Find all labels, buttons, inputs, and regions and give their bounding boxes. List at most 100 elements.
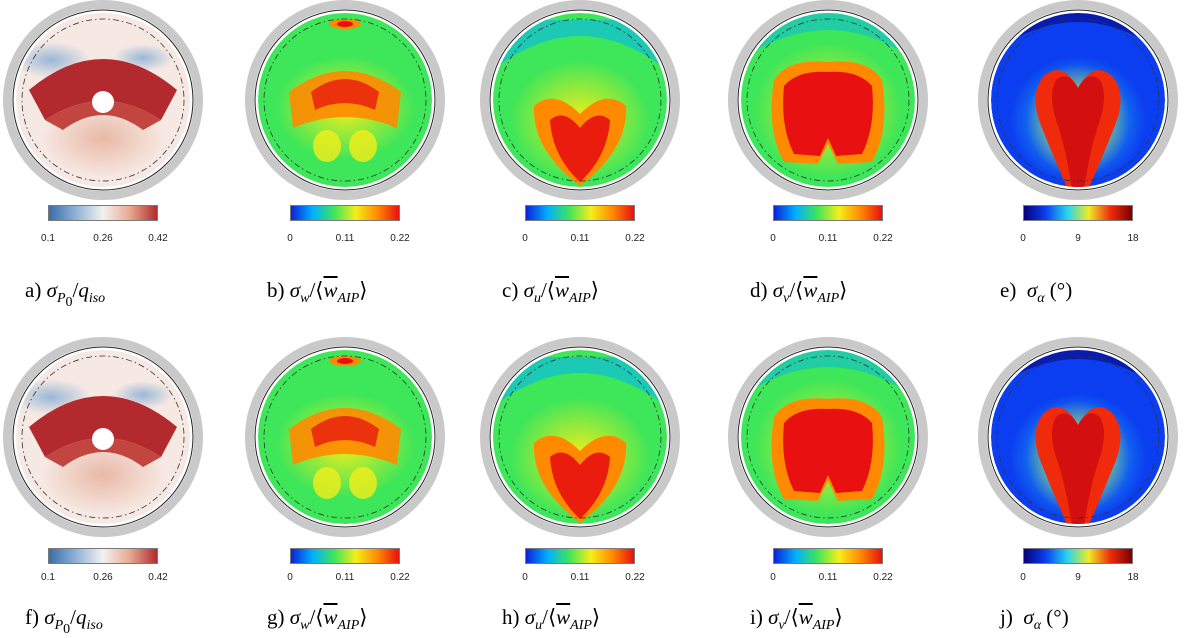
panel-caption-f: f) σP0/qiso [25, 605, 103, 637]
colorbar-e [1023, 205, 1133, 221]
contour-field [991, 13, 1165, 187]
panel-letter: e) [1000, 278, 1017, 302]
contour-plot-d [728, 0, 928, 200]
aip-boundary-circle [12, 9, 194, 191]
aip-boundary-circle [987, 9, 1169, 191]
colorbar-tick-label: 0.11 [335, 572, 355, 583]
colorbar-tick-label: 0.1 [41, 233, 55, 244]
panel-caption-h: h) σu/⟨wAIP⟩ [502, 605, 601, 634]
dashdot-circle [498, 355, 662, 519]
colorbar-tick-label: 18 [1127, 572, 1139, 583]
colorbar-tick-label: 0 [770, 572, 776, 583]
colorbar-tick-label: 0.11 [570, 233, 590, 244]
colorbar-g [290, 548, 400, 564]
contour-field [991, 350, 1165, 524]
dashdot-circle [996, 355, 1160, 519]
colorbar-tick-label: 0.22 [390, 572, 410, 583]
colorbar-tick-label: 0 [1020, 233, 1026, 244]
colorbar-tick-label: 0.22 [625, 572, 645, 583]
panel-caption-d: d) σv/⟨wAIP⟩ [750, 278, 848, 307]
aip-boundary-circle [489, 346, 671, 528]
colorbar-ticks-j: 0 9 18 [1008, 572, 1148, 586]
panel-caption-g: g) σw/⟨wAIP⟩ [267, 605, 368, 634]
aip-boundary-circle [254, 346, 436, 528]
colorbar-ticks-i: 0 0.11 0.22 [758, 572, 898, 586]
colorbar-tick-label: 0.42 [148, 572, 168, 583]
dashdot-circle [21, 355, 185, 519]
dashdot-circle [263, 355, 427, 519]
colorbar-j [1023, 548, 1133, 564]
colorbar-tick-label: 0 [770, 233, 776, 244]
contour-plot-b [245, 0, 445, 200]
contour-plot-h [480, 337, 680, 537]
panel-letter: d) [750, 278, 768, 302]
colorbar-tick-label: 0 [522, 233, 528, 244]
contour-plot-g [245, 337, 445, 537]
panel-caption-b: b) σw/⟨wAIP⟩ [267, 278, 368, 307]
colorbar-tick-label: 0.11 [335, 233, 355, 244]
colorbar-i [773, 548, 883, 564]
colorbar-ticks-a: 0.1 0.26 0.42 [33, 233, 173, 247]
colorbar-tick-label: 0 [522, 572, 528, 583]
aip-boundary-circle [737, 346, 919, 528]
colorbar-tick-label: 18 [1127, 233, 1139, 244]
panel-caption-i: i) σv/⟨wAIP⟩ [750, 605, 843, 634]
colorbar-tick-label: 0 [287, 572, 293, 583]
colorbar-f [48, 548, 158, 564]
panel-letter: g) [267, 605, 285, 629]
colorbar-ticks-g: 0 0.11 0.22 [275, 572, 415, 586]
contour-field [741, 350, 915, 524]
panel-letter: a) [25, 278, 42, 302]
colorbar-ticks-e: 0 9 18 [1008, 233, 1148, 247]
colorbar-ticks-b: 0 0.11 0.22 [275, 233, 415, 247]
contour-field [741, 13, 915, 187]
aip-boundary-circle [254, 9, 436, 191]
panel-letter: j) [1000, 605, 1013, 629]
colorbar-tick-label: 9 [1075, 572, 1081, 583]
contour-plot-c [480, 0, 680, 200]
panel-caption-a: a) σP0/qiso [25, 278, 106, 310]
contour-field [493, 13, 667, 187]
contour-field [258, 350, 432, 524]
dashdot-circle [746, 18, 910, 182]
colorbar-tick-label: 9 [1075, 233, 1081, 244]
panel-letter: i) [750, 605, 763, 629]
aip-boundary-circle [12, 346, 194, 528]
colorbar-tick-label: 0.11 [570, 572, 590, 583]
dashdot-circle [746, 355, 910, 519]
dashdot-circle [21, 18, 185, 182]
panel-letter: f) [25, 605, 39, 629]
panel-letter: c) [502, 278, 519, 302]
dashdot-circle [263, 18, 427, 182]
colorbar-a [48, 205, 158, 221]
contour-plot-f [3, 337, 203, 537]
contour-plot-a [3, 0, 203, 200]
colorbar-ticks-h: 0 0.11 0.22 [510, 572, 650, 586]
aip-boundary-circle [737, 9, 919, 191]
colorbar-c [525, 205, 635, 221]
colorbar-tick-label: 0.11 [818, 572, 838, 583]
aip-boundary-circle [987, 346, 1169, 528]
panel-caption-e: e) σα (°) [1000, 278, 1073, 307]
colorbar-tick-label: 0.42 [148, 233, 168, 244]
aip-boundary-circle [489, 9, 671, 191]
colorbar-tick-label: 0.26 [93, 572, 113, 583]
panel-caption-c: c) σu/⟨wAIP⟩ [502, 278, 599, 307]
colorbar-b [290, 205, 400, 221]
colorbar-tick-label: 0 [287, 233, 293, 244]
colorbar-ticks-d: 0 0.11 0.22 [758, 233, 898, 247]
contour-plot-e [978, 0, 1178, 200]
colorbar-tick-label: 0.1 [41, 572, 55, 583]
panel-caption-j: j) σα (°) [1000, 605, 1069, 634]
colorbar-ticks-f: 0.1 0.26 0.42 [33, 572, 173, 586]
contour-field [16, 350, 190, 524]
contour-field [16, 13, 190, 187]
colorbar-tick-label: 0.26 [93, 233, 113, 244]
colorbar-tick-label: 0.22 [625, 233, 645, 244]
dashdot-circle [498, 18, 662, 182]
contour-field [493, 350, 667, 524]
colorbar-tick-label: 0.22 [873, 233, 893, 244]
colorbar-tick-label: 0.11 [818, 233, 838, 244]
colorbar-ticks-c: 0 0.11 0.22 [510, 233, 650, 247]
colorbar-tick-label: 0.22 [873, 572, 893, 583]
